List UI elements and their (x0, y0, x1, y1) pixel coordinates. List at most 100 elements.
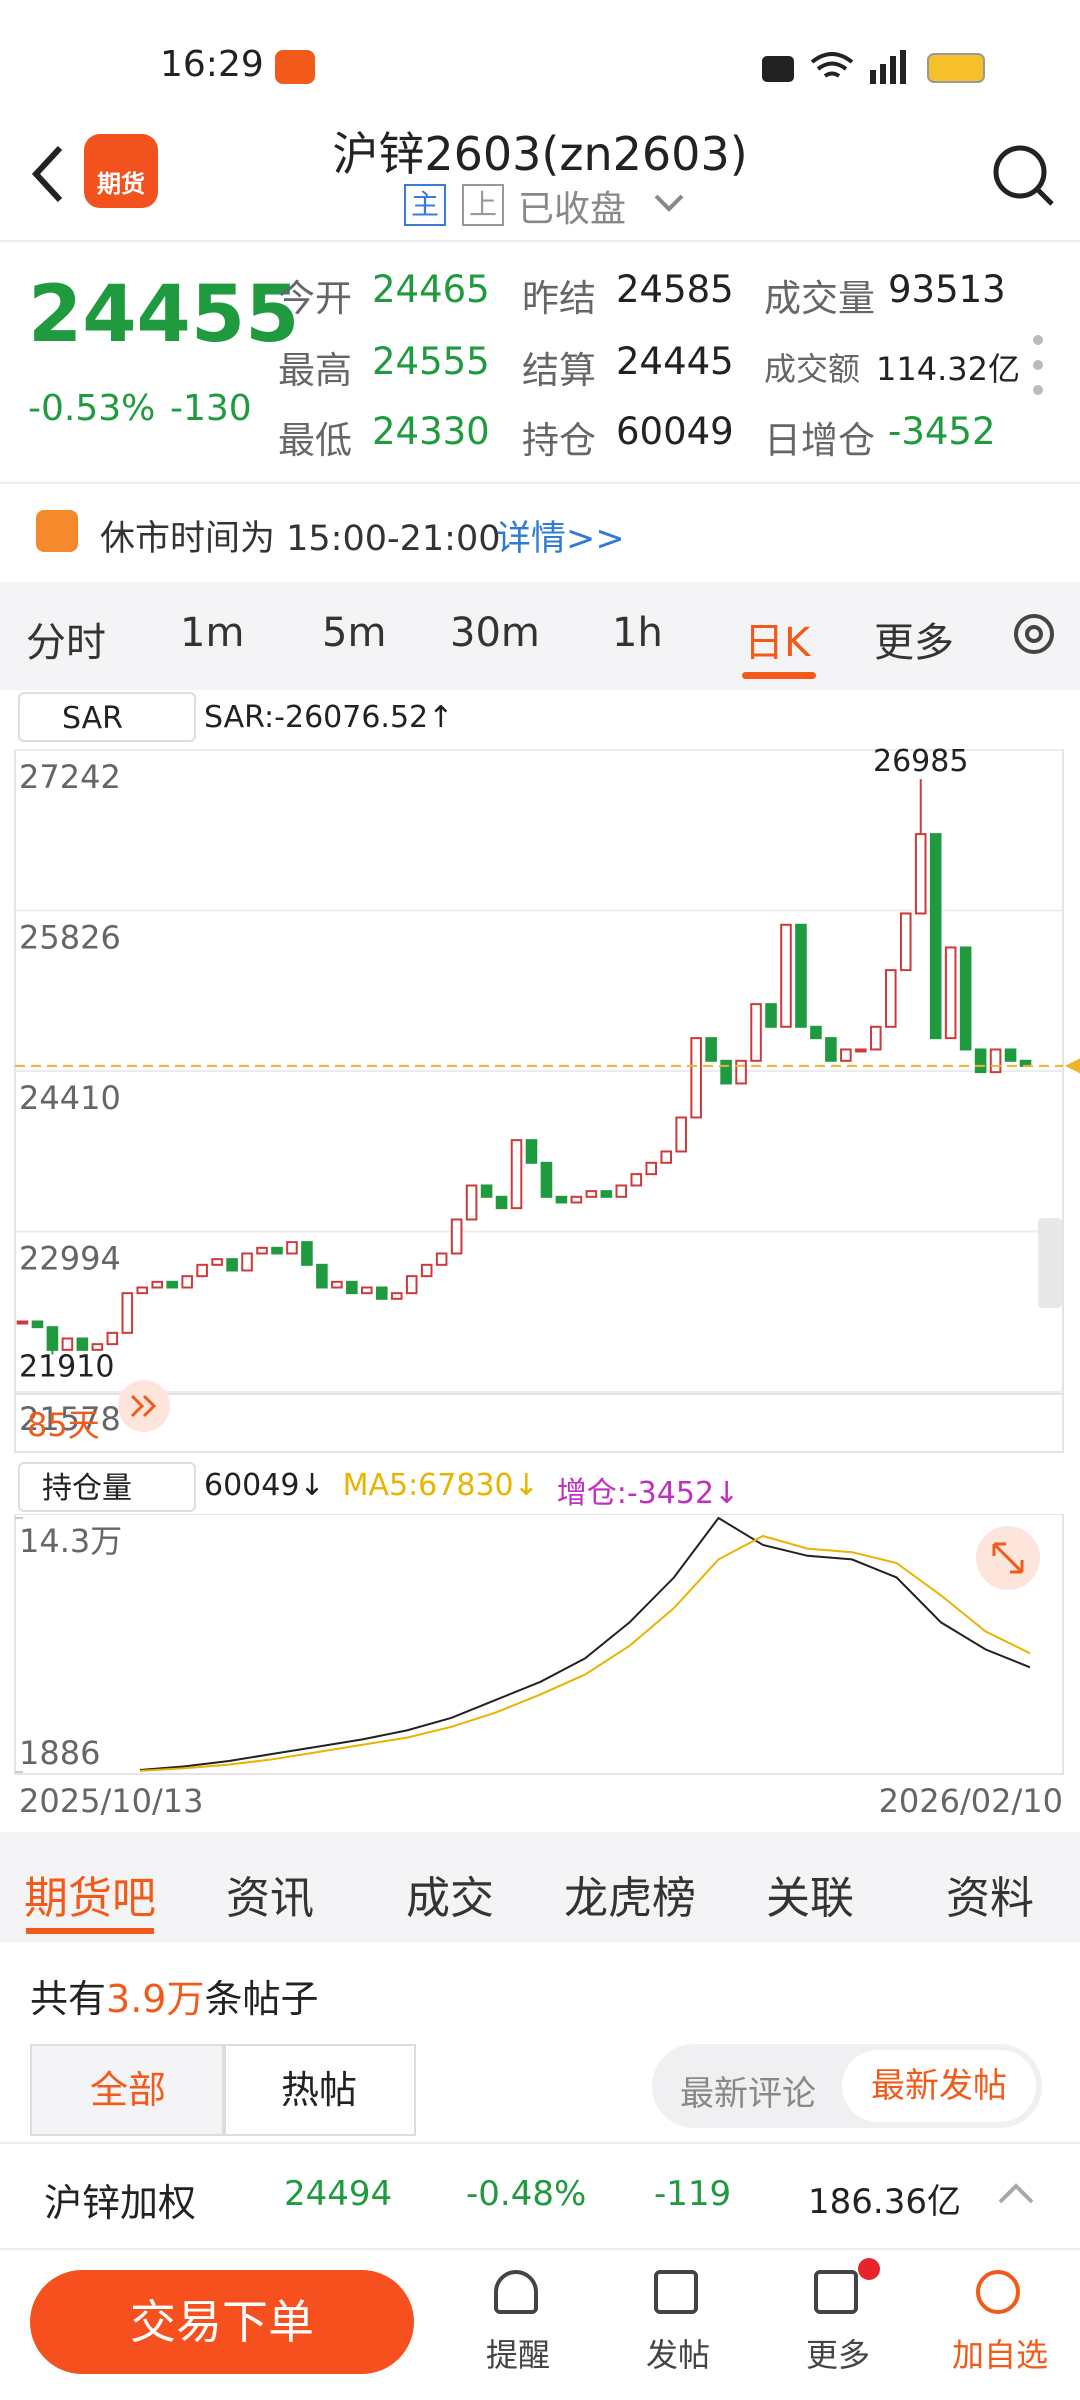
last-price: 24455 (28, 270, 300, 360)
oi-legend-item: 增仓:-3452↓ (556, 1476, 740, 1511)
action-icon[interactable] (814, 2270, 858, 2314)
trade-button[interactable]: 交易下单 (30, 2270, 414, 2374)
back-button[interactable] (24, 140, 74, 210)
dropdown-icon[interactable] (652, 192, 686, 216)
field-value: 114.32亿 (876, 350, 1020, 388)
candle (256, 1246, 268, 1255)
hd-icon (762, 56, 794, 82)
candle (495, 1195, 508, 1210)
period-tab[interactable]: 更多 (874, 620, 954, 666)
period-bar (0, 582, 1080, 690)
candle (914, 833, 927, 915)
span-icon (130, 1394, 157, 1418)
notice-text: 休市时间为 15:00-21:00 (100, 519, 501, 559)
period-tab[interactable]: 1m (180, 610, 245, 656)
candle (795, 923, 807, 1028)
action-label[interactable]: 提醒 (485, 2336, 550, 2374)
community-tab-bar (0, 1832, 1080, 1942)
oi-selector-text: 持仓量 (42, 1471, 132, 1506)
count-prefix: 共有 (30, 1977, 107, 2021)
more-dots[interactable] (1028, 330, 1048, 400)
community-tab[interactable]: 资料 (946, 1873, 1034, 1924)
action-label[interactable]: 更多 (805, 2336, 870, 2374)
oi-tick-label: 14.3万 (19, 1522, 122, 1560)
divider (0, 240, 1080, 242)
period-tab[interactable]: 5m (322, 610, 387, 656)
period-tab[interactable]: 1h (612, 610, 663, 656)
period-tab[interactable]: 30m (450, 610, 540, 656)
community-tab[interactable]: 龙虎榜 (564, 1873, 696, 1924)
notice-link[interactable]: 详情>> (496, 519, 625, 559)
title: 沪锌2603(zn2603) (332, 127, 748, 181)
action-icon[interactable] (976, 2270, 1020, 2314)
sort-comment[interactable]: 最新评论 (680, 2074, 816, 2114)
candle (510, 1139, 523, 1210)
y-tick-label: 22994 (19, 1240, 121, 1278)
community-tab[interactable]: 成交 (406, 1873, 494, 1924)
candle (1004, 1048, 1017, 1062)
candle (645, 1161, 658, 1176)
expand-icon[interactable] (996, 2178, 1036, 2208)
search-button[interactable] (990, 142, 1060, 212)
candle (390, 1292, 403, 1300)
candle (840, 1048, 852, 1062)
field-label: 最低 (278, 419, 352, 462)
action-label[interactable]: 加自选 (951, 2336, 1048, 2374)
signal (880, 64, 886, 84)
candle (450, 1218, 463, 1255)
candle (615, 1184, 628, 1198)
candle (181, 1275, 193, 1289)
candle (825, 1037, 837, 1062)
candle (765, 1003, 777, 1028)
community-tab[interactable]: 期货吧 (24, 1873, 156, 1924)
candle (585, 1190, 598, 1198)
candle (106, 1331, 119, 1346)
candle (929, 833, 942, 1040)
sort-post[interactable]: 最新发帖 (842, 2050, 1036, 2122)
action-icon[interactable] (494, 2270, 538, 2314)
candle (196, 1263, 208, 1278)
candle (361, 1286, 373, 1295)
candle (959, 946, 972, 1051)
candle (780, 923, 792, 1028)
action-icon[interactable] (654, 2270, 698, 2314)
oi-line (139, 1534, 1031, 1772)
oi-selector[interactable]: 持仓量 (18, 1462, 196, 1512)
period-tab[interactable]: 分时 (26, 620, 106, 666)
candle (435, 1252, 448, 1266)
ticker-amount: 186.36亿 (808, 2182, 961, 2222)
x-start-label: 2025/10/13 (19, 1782, 203, 1820)
oi-chart: 14.3万 1886 2025/10/13 2026/02/10 (14, 1514, 1064, 1820)
community-tab[interactable]: 关联 (766, 1873, 854, 1924)
candle (675, 1116, 687, 1153)
community-tab[interactable]: 资讯 (226, 1873, 314, 1924)
ticker-bar (0, 2142, 1080, 2250)
period-underline (742, 672, 816, 679)
candle (630, 1173, 643, 1187)
candle (301, 1241, 313, 1266)
filter-all[interactable]: 全部 (30, 2044, 226, 2136)
candle (286, 1241, 298, 1255)
indicator-selector[interactable]: SAR (18, 692, 196, 742)
side-handle[interactable] (1038, 1218, 1062, 1308)
candle (76, 1337, 89, 1351)
settings-button[interactable] (1006, 606, 1062, 662)
badge-text: 期货 (97, 170, 145, 198)
count: 3.9万 (106, 1977, 205, 2021)
x-end-label: 2026/02/10 (879, 1782, 1063, 1820)
price-chart: 27242 25826 24410 22994 21578 26985 21910 85天 (14, 748, 1080, 1453)
divider (0, 482, 1080, 484)
candle (720, 1059, 732, 1085)
fullscreen-icon (992, 1542, 1024, 1574)
candle (989, 1048, 1002, 1074)
period-tab[interactable]: 日K (744, 620, 811, 666)
action-label[interactable]: 发帖 (645, 2336, 710, 2374)
field-label: 成交额 (764, 350, 861, 388)
tab-underline (26, 1928, 154, 1934)
span-label: 85天 (27, 1406, 100, 1444)
filter-hot[interactable]: 热帖 (222, 2044, 416, 2136)
candle (346, 1280, 358, 1295)
candle (241, 1252, 253, 1272)
candle (540, 1161, 553, 1198)
y-tick-label: 24410 (19, 1079, 121, 1117)
